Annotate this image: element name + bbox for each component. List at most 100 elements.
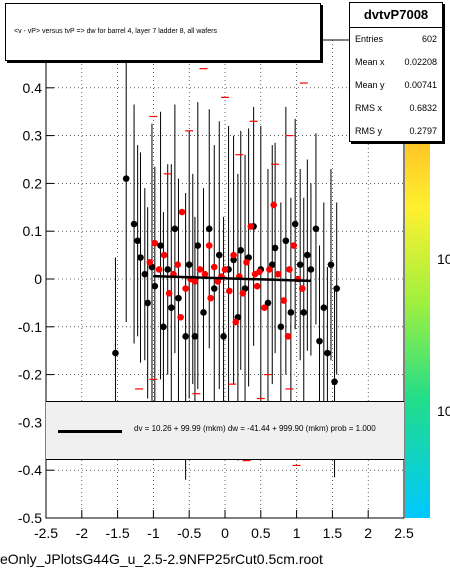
axes: -2.5 -2 -1.5 -1 -0.5 0 0.5 1 1.5 2 2.5 -0.5 -0.4 -0.3…	[18, 80, 414, 541]
fit-legend-text: dv = 10.26 + 99.99 (mkm) dw = -41.44 + 9…	[134, 424, 376, 433]
data-point	[264, 299, 272, 307]
data-point	[290, 242, 298, 249]
data-point	[157, 242, 164, 249]
data-point	[205, 242, 213, 249]
data-point	[261, 304, 268, 311]
stats-label: RMS x	[355, 103, 382, 113]
data-point	[230, 251, 237, 259]
stats-label: Mean x	[355, 57, 385, 67]
stats-value: 602	[421, 34, 437, 44]
fit-legend: dv = 10.26 + 99.99 (mkm) dw = -41.44 + 9…	[46, 401, 404, 460]
data-point	[307, 266, 315, 273]
stats-row-rms-y: RMS y 0.2797	[350, 120, 442, 143]
y-tick-label: -0.3	[18, 414, 42, 430]
data-point	[191, 278, 199, 285]
data-point	[191, 333, 199, 340]
data-point	[300, 309, 308, 316]
data-point	[168, 304, 175, 311]
data-point	[194, 242, 202, 249]
y-tick-label: 0.4	[23, 80, 43, 96]
data-point	[274, 270, 282, 278]
data-point	[155, 266, 163, 273]
y-tick-label: -0.2	[18, 367, 42, 383]
data-point	[122, 175, 130, 182]
y-tick-label: -0.1	[18, 319, 42, 335]
data-point	[270, 201, 277, 209]
x-tick-label: -1.5	[106, 525, 130, 541]
data-point	[312, 225, 320, 233]
data-point	[210, 263, 218, 271]
data-point	[271, 244, 279, 252]
data-point	[296, 261, 304, 268]
stats-value: 0.6832	[409, 103, 437, 113]
stats-value: 0.00741	[404, 80, 437, 90]
stats-row-rms-x: RMS x 0.6832	[350, 97, 442, 120]
data-points	[112, 35, 340, 480]
stats-row-mean-x: Mean x 0.02208	[350, 51, 442, 74]
palette-label-upper: 10	[437, 251, 450, 267]
data-point	[304, 251, 311, 259]
data-point	[137, 254, 144, 261]
stats-label: Mean y	[355, 80, 385, 90]
data-point	[237, 247, 245, 254]
x-tick-label: -0.5	[177, 525, 201, 541]
stats-value: 0.02208	[404, 57, 437, 67]
data-point	[268, 261, 276, 268]
y-tick-label: 0.3	[23, 128, 43, 144]
stats-box: dvtvP7008 Entries 602 Mean x 0.02208 Mea…	[349, 2, 443, 142]
data-point	[164, 266, 172, 273]
x-tick-label: 2.5	[394, 525, 414, 541]
data-point	[165, 290, 173, 297]
data-point	[239, 290, 247, 297]
data-point	[291, 220, 299, 228]
x-tick-label: 1	[293, 525, 301, 541]
fit-legend-line	[58, 430, 122, 433]
data-point	[232, 318, 240, 326]
data-point	[134, 237, 141, 245]
data-point	[225, 287, 233, 295]
data-point	[151, 239, 159, 247]
data-point	[230, 256, 237, 264]
data-point	[160, 323, 167, 331]
data-point	[333, 285, 340, 292]
data-point	[112, 349, 119, 357]
y-tick-label: 0	[34, 271, 42, 287]
fit-line	[153, 274, 311, 283]
data-point	[177, 313, 184, 321]
data-point	[210, 285, 218, 292]
chart-title: <v - vP> versus tvP => dw for barrel 4, …	[14, 28, 217, 35]
y-tick-label: -0.5	[18, 510, 42, 526]
data-point	[207, 294, 214, 302]
data-point	[174, 261, 182, 268]
data-point	[247, 223, 255, 230]
data-point	[144, 299, 151, 307]
data-point	[178, 208, 186, 216]
data-point	[185, 261, 193, 268]
x-tick-label: -2.5	[34, 525, 58, 541]
data-point	[253, 282, 261, 290]
title-box: <v - vP> versus tvP => dw for barrel 4, …	[5, 3, 321, 61]
data-point	[286, 266, 293, 273]
data-point	[256, 268, 263, 276]
stats-label: Entries	[355, 34, 384, 44]
palette-label-lower: 10	[437, 403, 450, 419]
x-tick-label: 1.5	[323, 525, 343, 541]
data-point	[200, 309, 207, 316]
data-point	[316, 337, 323, 345]
series-black-points	[112, 35, 340, 480]
stats-label: RMS y	[355, 126, 382, 136]
x-tick-label: -1	[147, 525, 160, 541]
data-point	[196, 266, 204, 273]
data-point	[280, 297, 288, 304]
stats-row-mean-y: Mean y 0.00741	[350, 74, 442, 97]
data-point	[324, 349, 331, 357]
data-point	[146, 258, 154, 266]
data-point	[214, 278, 222, 285]
data-point	[277, 323, 285, 331]
file-name-footer: eOnly_JPlotsG44G_u_2.5-2.9NFP25rCut0.5cm…	[0, 551, 323, 567]
data-point	[201, 270, 209, 278]
data-point	[287, 309, 295, 316]
x-tick-label: 0	[221, 525, 229, 541]
data-point	[171, 225, 179, 233]
stats-name: dvtvP7008	[350, 3, 442, 28]
